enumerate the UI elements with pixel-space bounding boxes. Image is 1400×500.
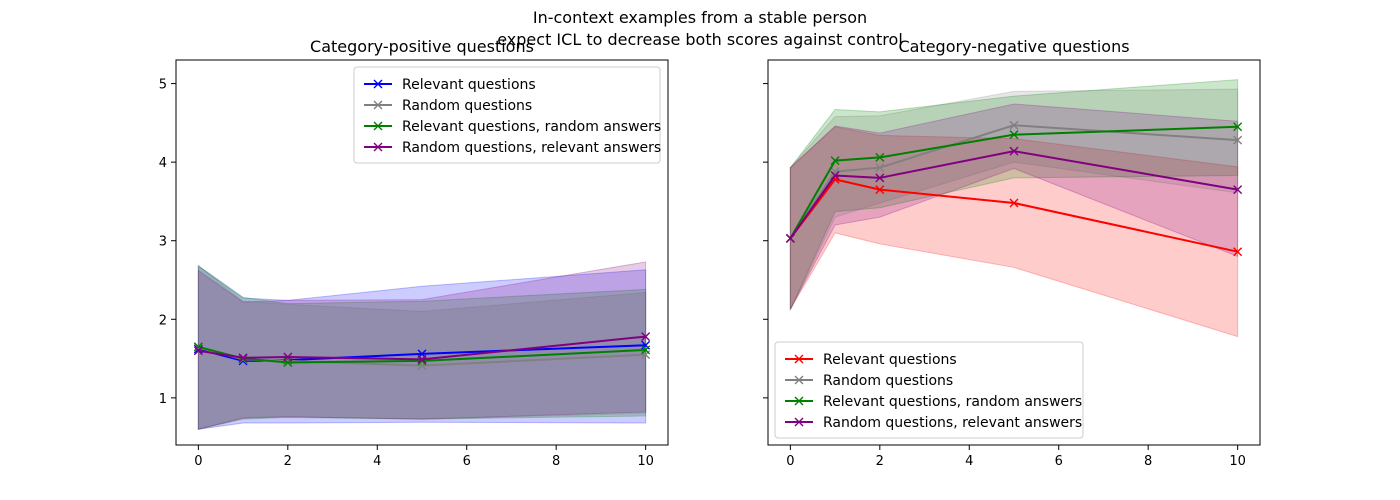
series-point-0-3: [1009, 198, 1019, 208]
legend-marker-0: [373, 79, 383, 89]
axes-frame: [767, 59, 1261, 446]
plot-area: [193, 261, 651, 430]
legend-label-0: Relevant questions: [823, 352, 957, 368]
series-point-1-2: [283, 356, 293, 366]
series-point-0-4: [1233, 247, 1243, 257]
legend-label-1: Random questions: [402, 98, 532, 114]
y-tick-label-1: 2: [159, 313, 167, 328]
series-point-0-2: [875, 185, 885, 195]
x-tick-label-3: 6: [463, 454, 471, 469]
legend: Relevant questions Random questions Releva…: [774, 341, 1084, 439]
series-point-2-2: [875, 152, 885, 162]
x-tick-label-1: 2: [284, 454, 292, 469]
legend-marker-1: [794, 375, 804, 385]
series-point-3-3: [417, 354, 427, 364]
legend-box: [774, 341, 1084, 439]
series-point-3-4: [1233, 185, 1243, 195]
series-point-3-2: [875, 173, 885, 183]
x-tick-label-5: 10: [637, 454, 654, 469]
series-point-3-1: [830, 171, 840, 180]
series-band-2: [197, 264, 647, 430]
series-point-2-3: [1009, 130, 1019, 140]
series-point-1-1: [830, 167, 840, 177]
series-point-1-4: [1233, 135, 1243, 145]
series-point-3-4: [641, 332, 651, 342]
legend-marker-2: [373, 121, 383, 131]
legend-box: [353, 66, 661, 164]
series-point-2-4: [1233, 122, 1243, 132]
legend-label-3: Random questions, relevant answers: [402, 140, 661, 156]
series-point-3-2: [283, 352, 293, 362]
series-point-3-1: [238, 353, 248, 363]
series-band-3: [197, 261, 647, 430]
chart-title: Category-negative questions: [898, 37, 1129, 56]
chart-title: Category-positive questions: [310, 37, 534, 56]
x-tick-label-5: 10: [1229, 454, 1246, 469]
x-tick-label-4: 8: [1144, 454, 1152, 469]
x-tick-label-0: 0: [786, 454, 794, 469]
legend-marker-3: [373, 142, 383, 152]
legend-marker-3: [794, 417, 804, 427]
x-tick-label-2: 4: [965, 454, 973, 469]
x-tick-label-0: 0: [194, 454, 202, 469]
series-point-2-0: [193, 342, 203, 352]
series-point-3-3: [1009, 146, 1019, 156]
axes-frame: [175, 59, 669, 446]
y-tick-label-3: 4: [159, 156, 167, 171]
x-tick-label-1: 2: [876, 454, 884, 469]
figure-suptitle-line-1: In-context examples from a stable person: [533, 8, 867, 27]
series-band-3: [789, 103, 1239, 310]
legend-label-3: Random questions, relevant answers: [823, 415, 1082, 431]
series-band-2: [789, 79, 1239, 311]
y-tick-label-4: 5: [159, 78, 167, 93]
x-tick-label-4: 8: [552, 454, 560, 469]
legend-marker-1: [373, 100, 383, 110]
series-point-3-0: [785, 233, 795, 243]
legend: Relevant questions Random questions Releva…: [353, 66, 661, 164]
y-tick-label-0: 1: [159, 392, 167, 407]
x-tick-label-2: 4: [373, 454, 381, 469]
legend-label-2: Relevant questions, random answers: [402, 119, 661, 135]
series-band-1: [197, 264, 647, 430]
legend-label-1: Random questions: [823, 373, 953, 389]
series-point-1-2: [875, 163, 885, 173]
legend-marker-0: [794, 354, 804, 364]
y-tick-label-2: 3: [159, 235, 167, 250]
right-chart: 0 2 4 6 8 10 Category-negative questions Releva…: [763, 37, 1261, 469]
series-band-1: [789, 88, 1239, 311]
x-tick-label-3: 6: [1055, 454, 1063, 469]
figure-suptitle-line-2: expect ICL to decrease both scores again…: [497, 30, 903, 49]
series-point-2-4: [641, 345, 651, 355]
plot-area: [785, 79, 1243, 338]
legend-label-2: Relevant questions, random answers: [823, 394, 1082, 410]
series-band-0: [789, 126, 1239, 338]
series-band-0: [197, 264, 647, 430]
series-point-1-3: [1009, 120, 1019, 130]
series-point-2-1: [830, 156, 840, 166]
legend-label-0: Relevant questions: [402, 77, 536, 93]
series-point-3-0: [193, 346, 203, 356]
legend-marker-2: [794, 396, 804, 406]
